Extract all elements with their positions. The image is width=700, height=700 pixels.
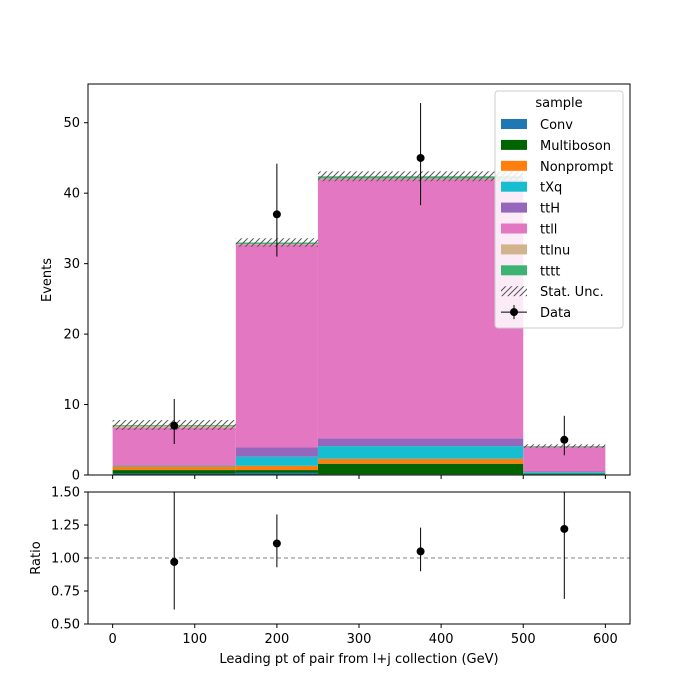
ratio-point-2 (416, 547, 425, 556)
main-y-axis-label: Events (40, 258, 55, 302)
main-y-tick-label: 20 (63, 328, 80, 343)
x-axis-label: Leading pt of pair from l+j collection (… (219, 652, 498, 667)
ratio-x-tick-label: 0 (108, 632, 116, 647)
legend-label-nonprompt: Nonprompt (540, 160, 613, 175)
legend-swatch-multiboson (501, 139, 527, 150)
ratio-point-0 (170, 557, 179, 566)
legend-label-tttt: tttt (540, 264, 560, 279)
bar-conv-bin-0 (112, 473, 236, 475)
legend-label-txq: tXq (540, 181, 562, 196)
bar-txq-bin-0 (112, 465, 236, 467)
main-y-tick-label: 10 (63, 398, 80, 413)
ratio-x-tick-label: 400 (429, 632, 454, 647)
bar-multiboson-bin-0 (112, 470, 236, 474)
ratio-x-ticks: 0 100 200 300 400 500 600 (108, 624, 618, 647)
main-y-tick-label: 0 (72, 469, 80, 484)
ratio-y-tick-label: 1.25 (51, 519, 80, 534)
data-point-0 (170, 421, 179, 430)
stacked-bars (112, 176, 606, 475)
main-x-ticks (112, 475, 606, 479)
legend-swatch-tth (501, 202, 527, 213)
bar-nonprompt-bin-2 (317, 458, 524, 464)
ratio-x-tick-label: 600 (593, 632, 618, 647)
data-points (170, 103, 569, 456)
ratio-y-ticks: 0.50 0.75 1.00 1.25 1.50 (51, 486, 88, 633)
ratio-y-tick-label: 1.00 (51, 552, 80, 567)
ratio-y-tick-label: 1.50 (51, 486, 80, 501)
legend-swatch-data (510, 308, 518, 317)
main-y-tick-label: 40 (63, 187, 80, 202)
legend-label-data: Data (540, 306, 571, 321)
main-y-tick-label: 30 (63, 257, 80, 272)
legend-label-conv: Conv (540, 118, 573, 133)
legend-swatch-ttll (501, 223, 527, 234)
bar-ttll-bin-1 (235, 244, 318, 448)
main-y-ticks: 0 10 20 30 40 50 (63, 116, 88, 484)
legend: sample Conv Multiboson Nonprompt tXq ttH ttll t… (494, 90, 624, 329)
bar-txq-bin-3 (523, 472, 606, 474)
legend-swatch-nonprompt (501, 160, 527, 171)
bar-txq-bin-1 (235, 456, 318, 466)
legend-swatch-stat-unc (501, 286, 527, 297)
ratio-x-tick-label: 200 (264, 632, 289, 647)
ratio-x-tick-label: 100 (182, 632, 207, 647)
bar-multiboson-bin-2 (317, 463, 524, 475)
bar-nonprompt-bin-0 (112, 466, 236, 471)
bar-conv-bin-1 (235, 472, 318, 475)
legend-label-multiboson: Multiboson (540, 139, 611, 154)
bar-multiboson-bin-1 (235, 470, 318, 473)
bar-ttll-bin-2 (317, 179, 524, 439)
legend-swatch-txq (501, 181, 527, 192)
bar-tth-bin-2 (317, 438, 524, 447)
legend-swatch-conv (501, 119, 527, 129)
main-y-tick-label: 50 (63, 116, 80, 131)
ratio-x-tick-label: 500 (511, 632, 536, 647)
bar-tth-bin-0 (112, 465, 236, 466)
ratio-y-axis-label: Ratio (29, 541, 44, 574)
legend-swatch-ttlnu (501, 244, 527, 255)
ratio-x-tick-label: 300 (347, 632, 372, 647)
ratio-point-1 (272, 539, 281, 548)
bar-tth-bin-3 (523, 471, 606, 473)
bar-multiboson-bin-3 (523, 473, 606, 475)
bar-nonprompt-bin-1 (235, 465, 318, 471)
legend-label-ttlnu: ttlnu (540, 243, 570, 258)
ratio-point-3 (560, 524, 569, 533)
bar-txq-bin-2 (317, 446, 524, 459)
legend-label-ttll: ttll (540, 223, 557, 238)
legend-title: sample (535, 96, 582, 111)
bar-tth-bin-1 (235, 447, 318, 457)
ratio-y-tick-label: 0.75 (51, 585, 80, 600)
ratio-y-tick-label: 0.50 (51, 618, 80, 633)
data-point-3 (560, 435, 569, 444)
legend-label-tth: ttH (540, 202, 560, 217)
ratio-points (170, 492, 569, 610)
data-point-2 (416, 153, 425, 162)
legend-swatch-tttt (501, 265, 527, 276)
data-point-1 (272, 210, 281, 219)
legend-label-stat-unc: Stat. Unc. (540, 285, 604, 300)
ratio-plot-frame (87, 491, 631, 625)
